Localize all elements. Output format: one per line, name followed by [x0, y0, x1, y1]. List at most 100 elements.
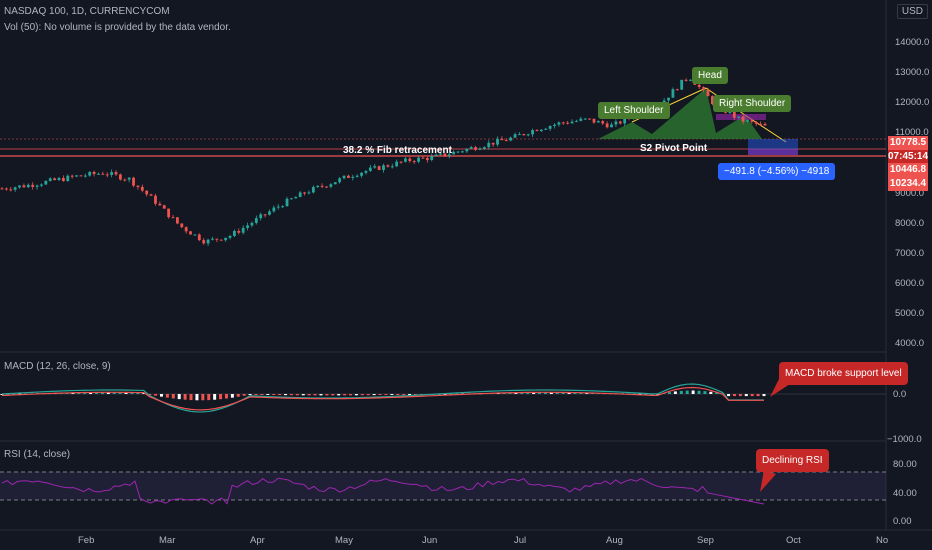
candle-body [750, 120, 754, 122]
candle-body [667, 97, 670, 101]
macd-bar [12, 393, 16, 395]
candle-body [311, 187, 315, 193]
time-tick: Aug [606, 535, 623, 546]
macd-bar [508, 392, 512, 394]
candle-body [281, 206, 285, 208]
candle-body [377, 166, 381, 170]
candle-body [154, 195, 157, 204]
candle-body [44, 180, 48, 185]
price-tick: 11000.0 [895, 127, 929, 138]
macd-bar [295, 394, 299, 396]
macd-bar [112, 392, 116, 394]
macd-bar [538, 392, 542, 394]
candle-body [482, 147, 486, 149]
candle-body [325, 186, 328, 188]
symbol-title: NASDAQ 100, 1D, CURRENCYCOM [4, 6, 170, 17]
macd-bar [89, 392, 93, 394]
macd-bar [343, 394, 347, 396]
candle-body [368, 167, 372, 171]
candle-body [474, 147, 477, 150]
candle-body [268, 211, 271, 215]
candle-body [40, 184, 43, 186]
candle-body [276, 206, 280, 208]
candle-body [741, 116, 745, 122]
candle-body [671, 89, 675, 98]
candle-body [421, 157, 425, 159]
candle-body [338, 178, 342, 183]
macd-bar [213, 394, 217, 400]
candle-body [57, 177, 61, 181]
macd-bar [118, 392, 122, 394]
macd-bar [0, 394, 4, 395]
macd-tick: −1000.0 [887, 434, 922, 445]
candle-body [347, 175, 350, 178]
time-tick: Apr [250, 535, 265, 546]
candle-body [176, 217, 179, 224]
macd-bar [715, 392, 719, 394]
candle-body [417, 157, 420, 162]
macd-bar [673, 391, 677, 394]
candle-body [316, 185, 320, 188]
candle-body [754, 121, 758, 124]
candle-body [373, 166, 377, 168]
candle-body [579, 118, 583, 121]
macd-bar [378, 394, 382, 396]
candle-body [684, 79, 688, 81]
candle-body [215, 238, 219, 240]
candle-body [31, 184, 35, 187]
candle-body [513, 134, 517, 138]
candle-body [206, 239, 210, 244]
macd-bar [6, 393, 10, 395]
macd-bar [201, 394, 205, 401]
candle-body [237, 230, 241, 233]
candle-body [149, 194, 153, 196]
currency-selector[interactable]: USD [896, 4, 928, 19]
candle-body [518, 134, 521, 136]
macd-bar [313, 394, 317, 396]
macd-bar [354, 394, 358, 396]
candle-body [219, 239, 223, 241]
rsi-tick: 40.00 [893, 488, 917, 499]
macd-bar [124, 392, 128, 394]
candle-body [202, 240, 206, 244]
macd-bar [325, 394, 329, 396]
candle-body [575, 120, 578, 122]
macd-bar [762, 394, 766, 397]
candle-body [342, 175, 346, 179]
candle-body [92, 171, 96, 175]
price-tag: 10234.4 [888, 177, 928, 191]
macd-bar [549, 392, 553, 394]
candle-body [250, 222, 254, 226]
rsi-title: RSI (14, close) [4, 449, 71, 460]
rsi-tick: 80.00 [893, 459, 917, 470]
candle-body [434, 154, 438, 157]
candle-body [189, 231, 192, 235]
macd-bar [230, 394, 234, 398]
macd-bar [744, 394, 748, 397]
macd-bar [408, 394, 412, 395]
macd-bar [165, 394, 169, 398]
macd-bar [644, 393, 648, 395]
price-tick: 6000.0 [895, 278, 925, 289]
macd-bar [727, 394, 731, 397]
candle-body [333, 182, 337, 185]
candle-body [557, 122, 561, 125]
pivot-label: S2 Pivot Point [640, 143, 708, 154]
macd-bar [573, 392, 577, 394]
candle-body [184, 227, 188, 232]
candle-body [526, 134, 530, 136]
macd-bar [183, 394, 187, 400]
candle-body [570, 121, 574, 124]
candle-body [759, 123, 763, 125]
candle-body [61, 177, 65, 182]
candle-body [496, 138, 499, 145]
candle-body [386, 165, 390, 167]
candle-body [561, 122, 565, 124]
candle-body [101, 173, 105, 175]
candle-body [430, 156, 434, 161]
candle-body [110, 172, 114, 175]
candle-body [171, 217, 175, 219]
time-tick: Jun [422, 535, 438, 546]
price-tick: 9000.0 [895, 188, 925, 199]
